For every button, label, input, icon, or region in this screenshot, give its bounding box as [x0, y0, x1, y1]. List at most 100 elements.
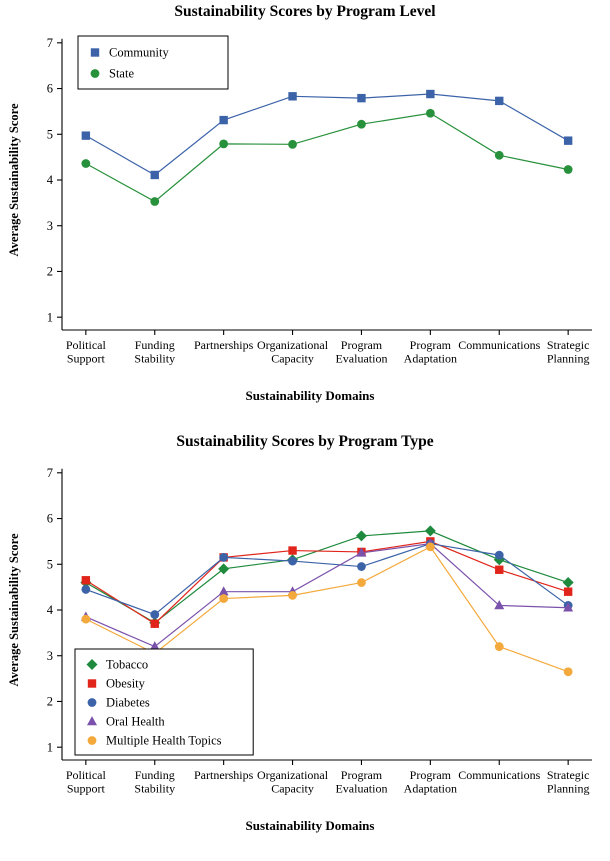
legend: Community State	[77, 35, 229, 90]
chart-program-type: Sustainability Scores by Program Type Av…	[0, 430, 610, 861]
x-tick-label: Evaluation	[335, 782, 387, 796]
y-tick-label: 2	[47, 695, 53, 709]
square-marker	[288, 546, 297, 555]
axes	[61, 468, 592, 761]
x-tick-label: Funding	[135, 338, 175, 352]
x-tick-label: Stability	[134, 352, 175, 366]
square-marker	[495, 96, 504, 106]
diamond-marker	[562, 577, 574, 589]
circle-marker	[563, 667, 573, 677]
x-tick-label: Evaluation	[335, 352, 387, 366]
circle-marker	[150, 197, 160, 206]
x-tick-label: Organizational	[257, 338, 329, 352]
x-tick-label: Stability	[134, 782, 175, 796]
y-tick-label: 5	[47, 557, 53, 571]
y-tick-label: 4	[47, 603, 54, 617]
x-tick-label: Program	[410, 338, 452, 352]
circle-marker	[357, 578, 366, 587]
x-tick-label: Planning	[547, 352, 590, 366]
x-tick-label: Capacity	[271, 782, 314, 796]
x-tick-label: Partnerships	[194, 768, 254, 782]
y-axis: 1 2 3 4 5 6 7	[47, 466, 62, 754]
x-tick-label: Funding	[135, 768, 175, 782]
x-tick-label: Political	[66, 768, 107, 782]
legend-label: Diabetes	[106, 696, 150, 710]
circle-marker	[81, 159, 91, 168]
x-tick-label: Political	[66, 338, 107, 352]
x-tick-label: Support	[67, 782, 106, 796]
circle-marker	[81, 585, 91, 594]
circle-marker	[288, 139, 297, 149]
square-marker	[81, 576, 91, 585]
triangle-marker	[563, 602, 574, 612]
circle-marker	[150, 610, 160, 619]
legend-label: Tobacco	[106, 658, 148, 672]
x-tick-label: Organizational	[257, 768, 329, 782]
circle-marker	[219, 594, 229, 603]
x-tick-label: Support	[67, 352, 106, 366]
x-tick-label: Program	[410, 768, 452, 782]
circle-marker	[357, 562, 366, 571]
circle-marker	[81, 614, 91, 624]
x-axis-label: Sustainability Domains	[245, 818, 375, 833]
legend-label: Oral Health	[106, 715, 165, 729]
x-tick-label: Communications	[458, 768, 540, 782]
circle-marker	[494, 150, 504, 160]
program-type-plot: 1234567PoliticalSupportFundingStabilityP…	[47, 466, 592, 796]
y-axis: 1 2 3 4 5 6 7	[47, 36, 62, 324]
triangle-marker	[149, 641, 160, 651]
x-tick-label: Adaptation	[404, 352, 457, 366]
triangle-marker	[218, 586, 229, 596]
circle-marker	[425, 108, 435, 118]
series-community	[81, 89, 573, 180]
series-state	[81, 108, 573, 206]
series-line	[85, 530, 569, 624]
circle-marker	[288, 556, 297, 566]
series-line	[85, 543, 569, 648]
x-tick-label: Program	[341, 338, 383, 352]
square-marker	[90, 48, 100, 57]
legend-box	[77, 35, 229, 90]
series-line	[85, 543, 569, 616]
chart-title: Sustainability Scores by Program Type	[176, 433, 434, 450]
triangle-marker	[494, 600, 505, 610]
circle-marker	[288, 590, 297, 600]
square-marker	[495, 565, 504, 574]
series-line	[85, 112, 569, 203]
square-marker	[563, 587, 573, 596]
y-tick-label: 3	[47, 219, 53, 233]
square-marker	[426, 89, 435, 99]
y-tick-label: 2	[47, 265, 53, 279]
legend-label: Multiple Health Topics	[106, 734, 222, 748]
y-tick-label: 6	[47, 512, 53, 526]
legend-label: Community	[109, 46, 169, 60]
x-tick-label: Strategic	[547, 338, 590, 352]
circle-marker	[90, 69, 100, 78]
circle-marker	[87, 736, 97, 745]
square-marker	[357, 93, 366, 103]
triangle-marker	[87, 716, 97, 726]
x-tick-label: Planning	[547, 782, 590, 796]
x-tick-label: Adaptation	[404, 782, 457, 796]
y-tick-label: 1	[47, 740, 53, 754]
circle-marker	[219, 139, 229, 149]
x-tick-label: Program	[341, 768, 383, 782]
legend-label: Obesity	[106, 677, 146, 691]
y-tick-label: 3	[47, 649, 53, 663]
circle-marker	[357, 119, 366, 129]
legend-box	[74, 648, 254, 756]
square-marker	[150, 619, 159, 628]
circle-marker	[219, 553, 229, 562]
axes	[61, 38, 592, 331]
circle-marker	[425, 542, 435, 552]
circle-marker	[563, 165, 573, 174]
x-tick-label: Partnerships	[194, 338, 254, 352]
square-marker	[150, 170, 159, 180]
legend-label: State	[109, 67, 134, 81]
square-marker	[87, 679, 97, 688]
x-tick-label: Capacity	[271, 352, 314, 366]
chart-program-level: Sustainability Scores by Program Level A…	[0, 0, 610, 430]
y-tick-label: 7	[47, 36, 53, 50]
